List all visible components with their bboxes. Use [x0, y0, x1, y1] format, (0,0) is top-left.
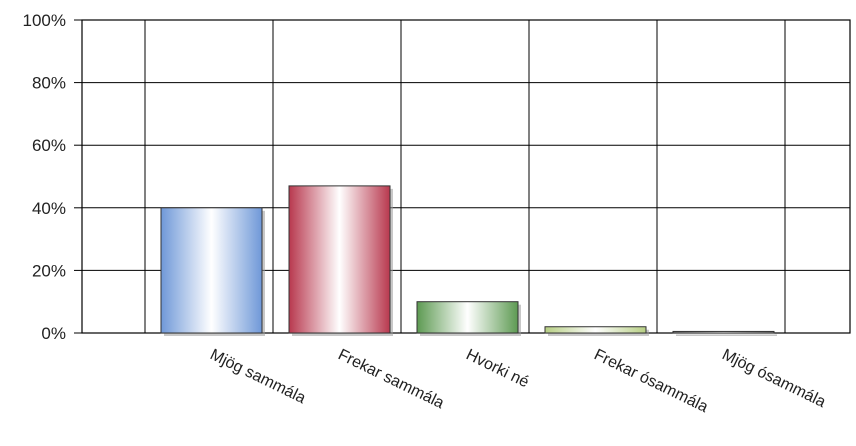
- x-tick-label: Mjög sammála: [207, 346, 308, 407]
- bar: [416, 301, 519, 334]
- bar: [672, 330, 775, 334]
- x-tick-label: Frekar sammála: [335, 346, 446, 412]
- y-tick-label: 0%: [41, 324, 66, 343]
- y-tick-label: 40%: [32, 199, 66, 218]
- bar: [288, 185, 391, 334]
- x-tick-label: Mjög ósammála: [719, 346, 828, 411]
- y-tick-label: 80%: [32, 74, 66, 93]
- y-tick-label: 20%: [32, 261, 66, 280]
- y-tick-label: 60%: [32, 136, 66, 155]
- y-tick-label: 100%: [23, 11, 66, 30]
- bar: [160, 207, 263, 334]
- bar-shadow: [676, 334, 777, 336]
- bar: [544, 326, 647, 334]
- x-tick-label: Hvorki né: [463, 346, 531, 391]
- x-tick-label: Frekar ósammála: [591, 346, 710, 416]
